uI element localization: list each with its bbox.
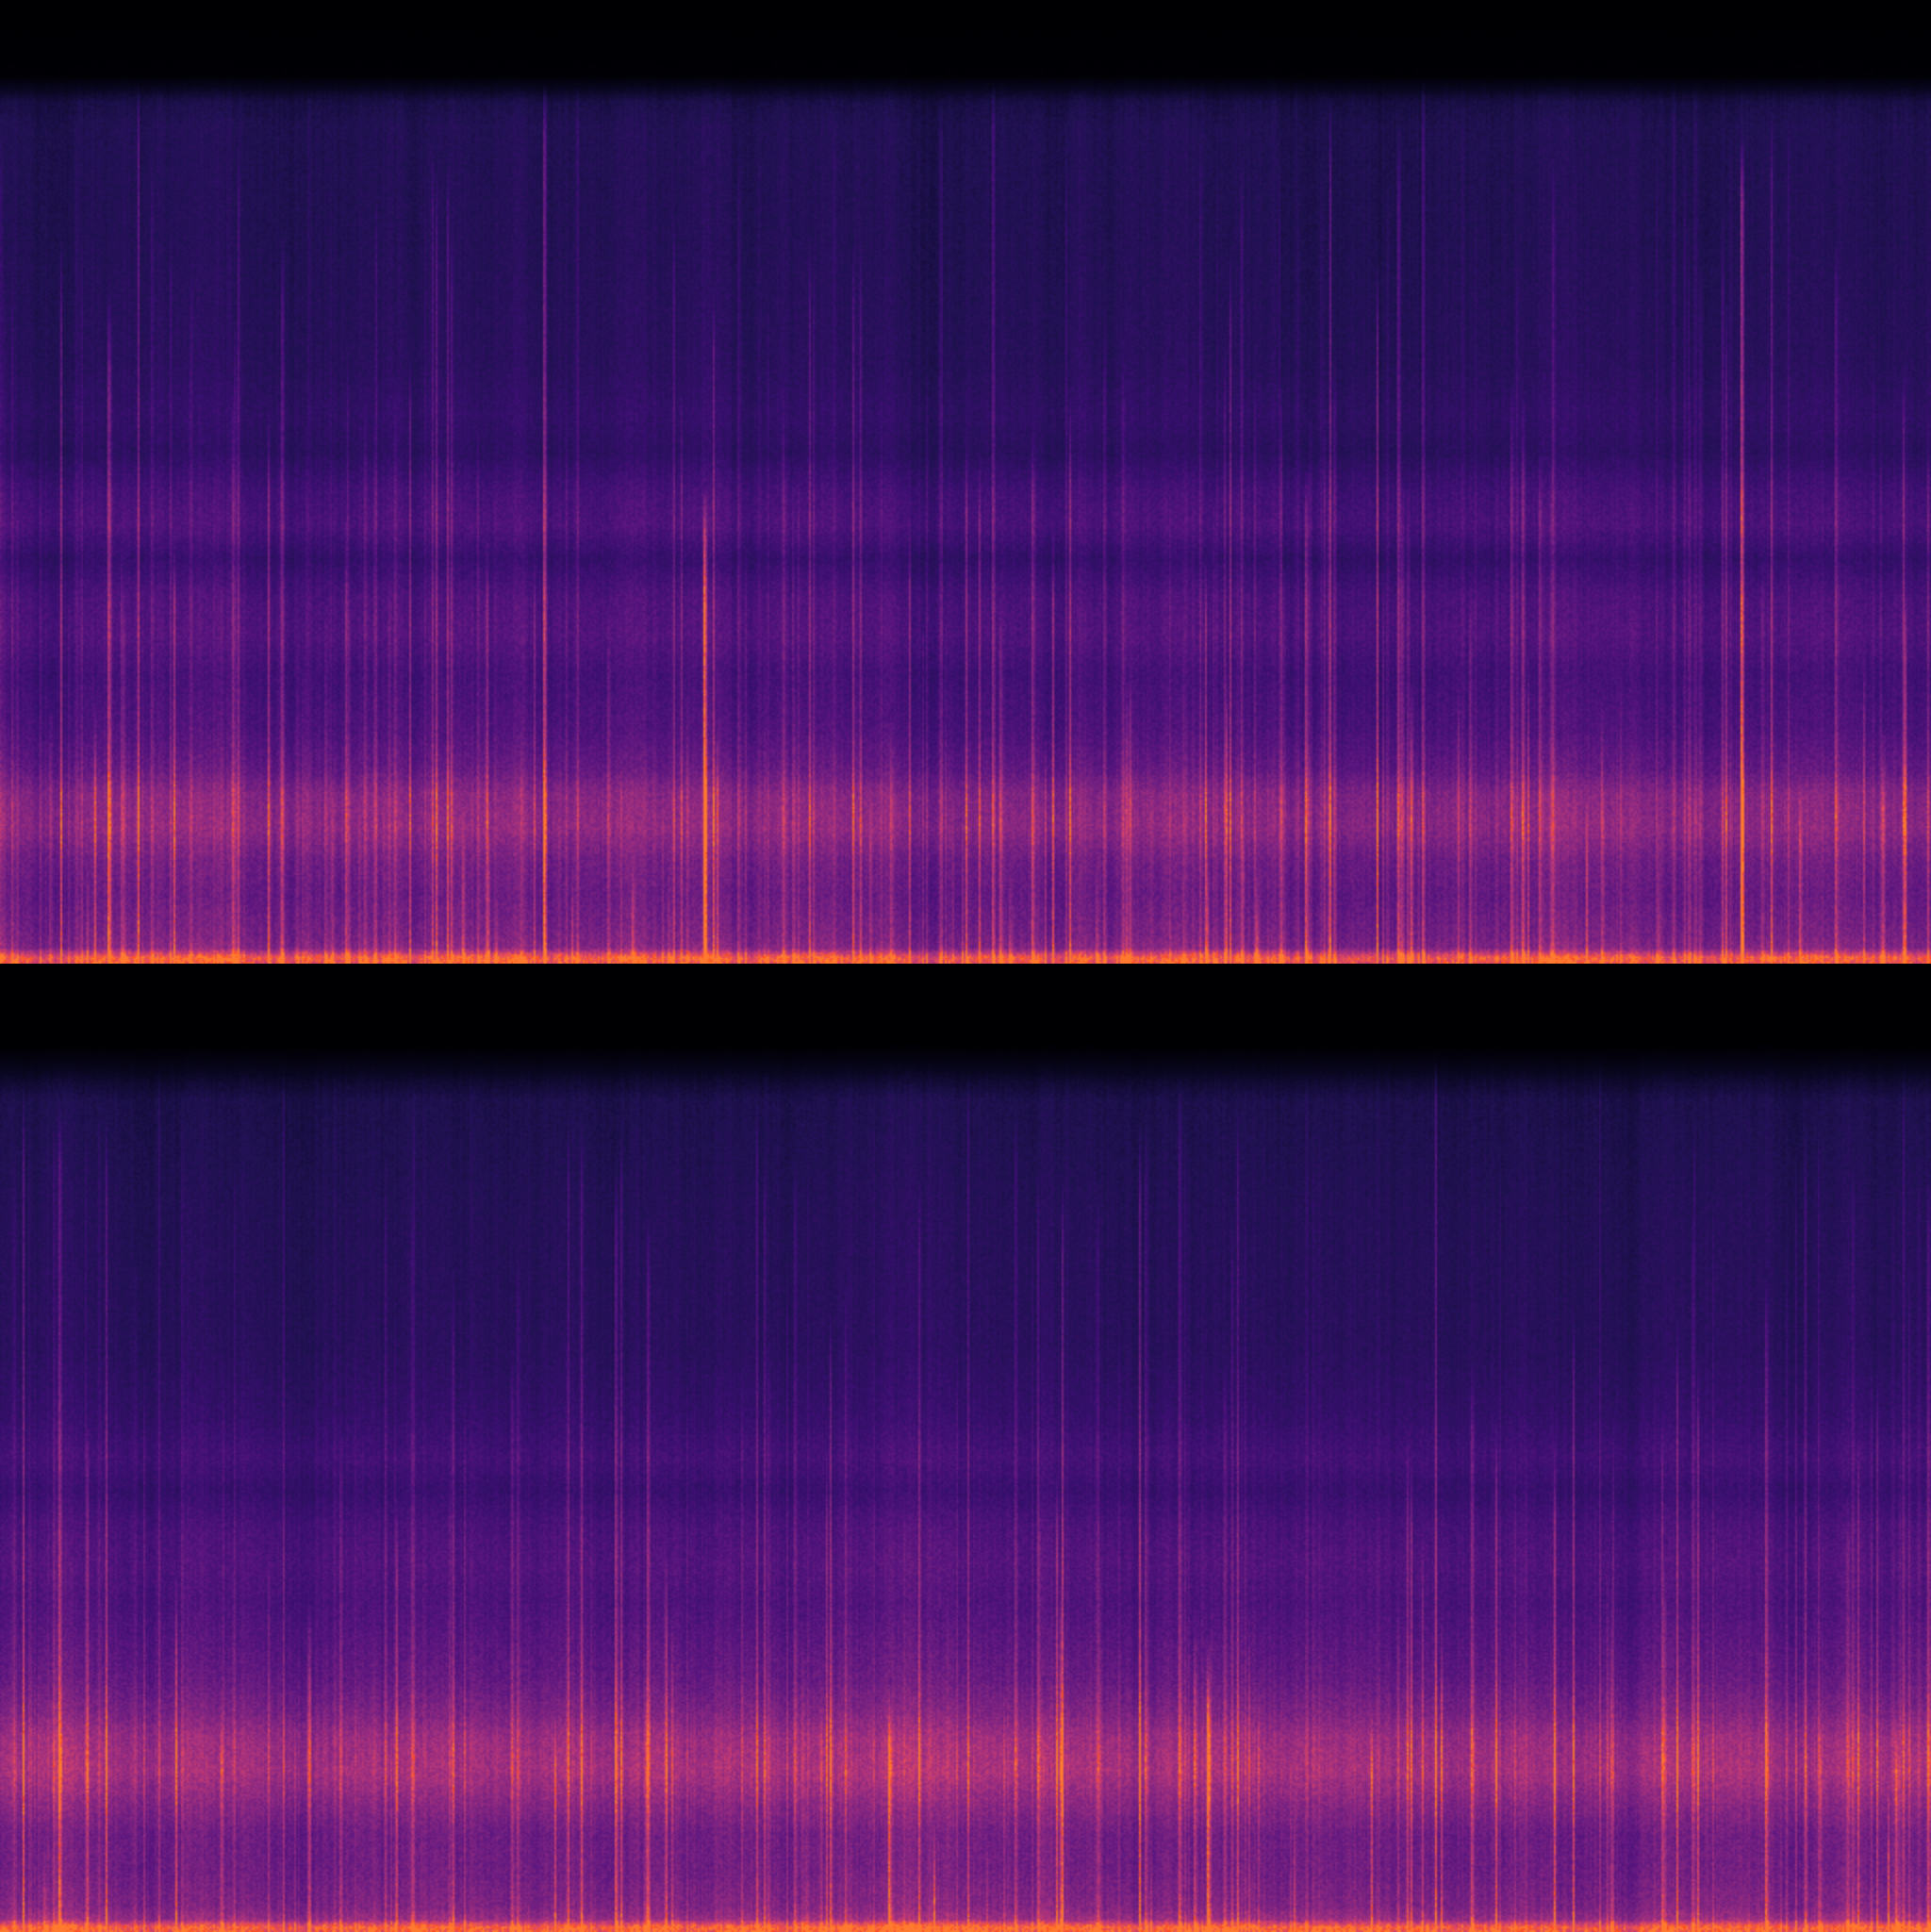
spectrogram-panel-top <box>0 0 1931 964</box>
spectrogram-panel-bottom <box>0 964 1931 1932</box>
